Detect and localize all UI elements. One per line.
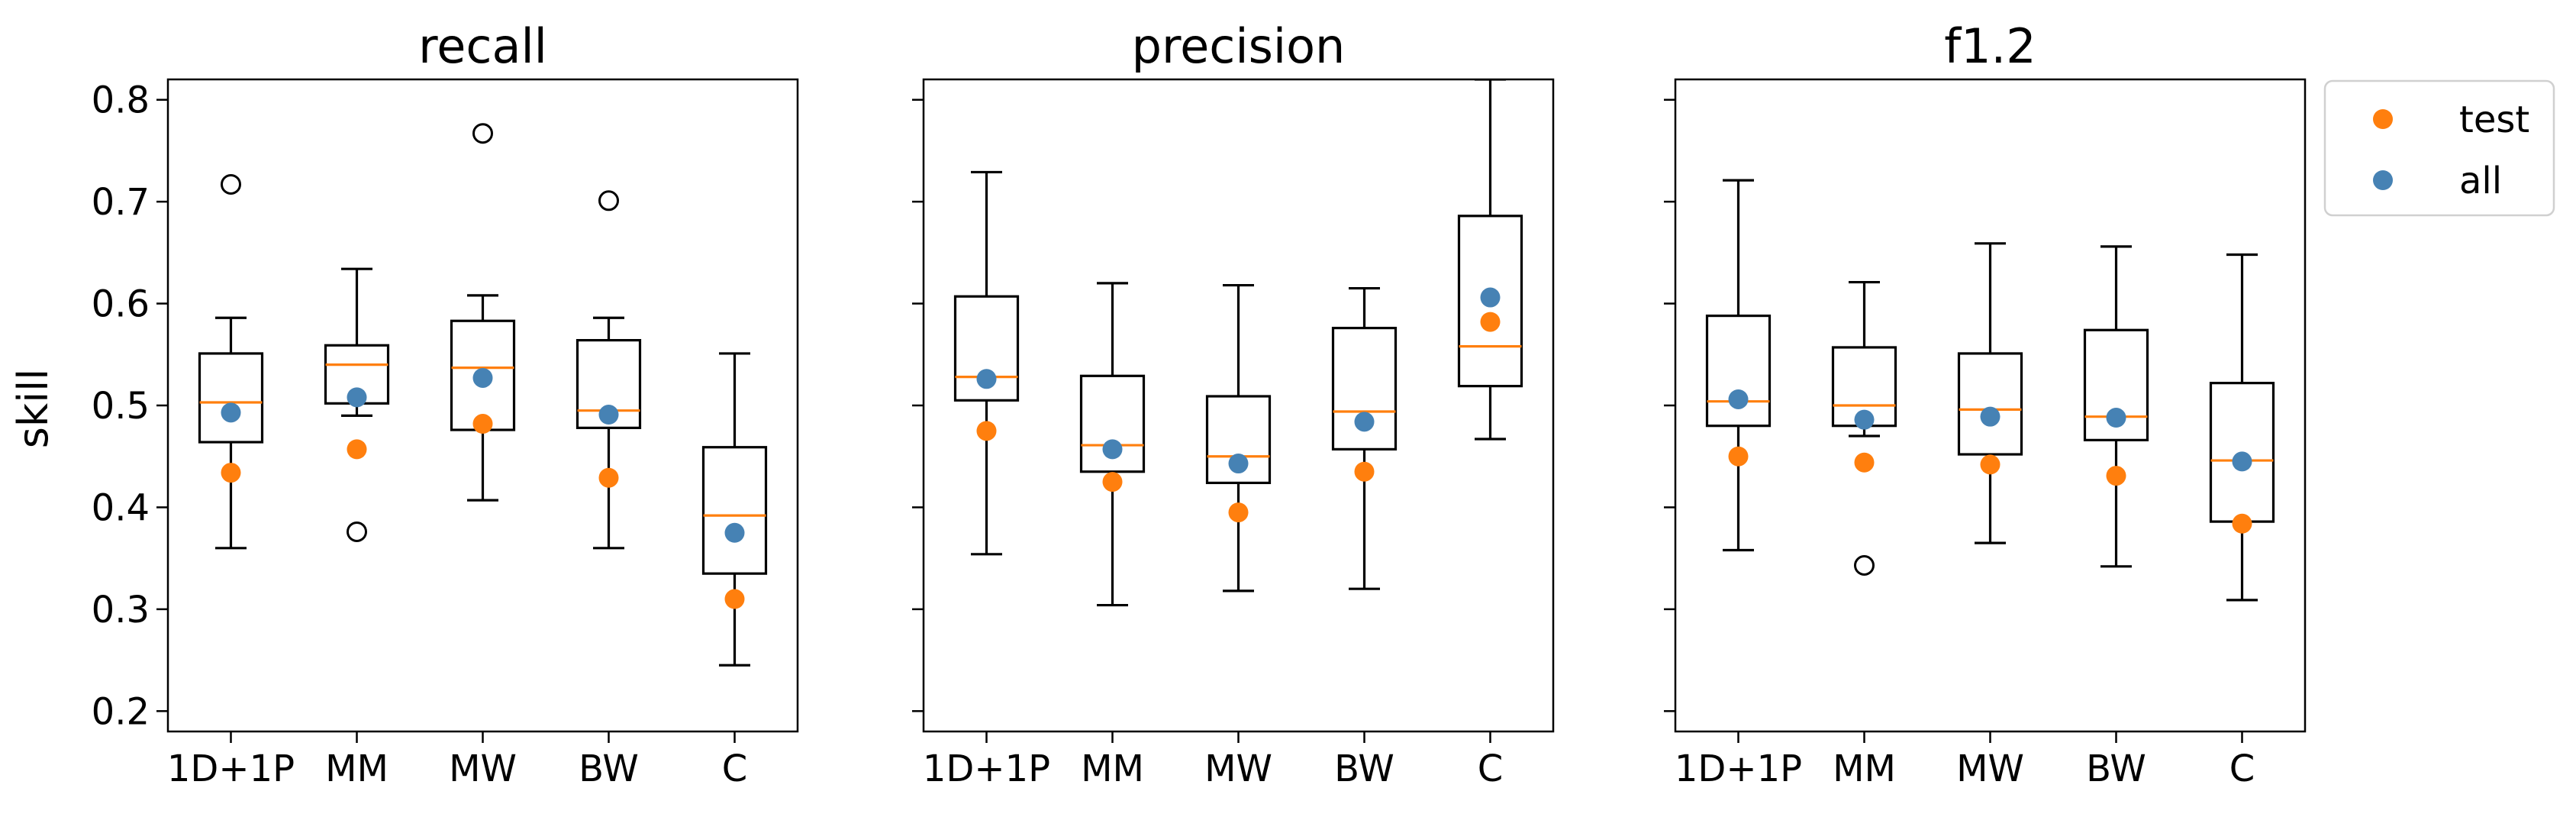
- x-tick-label: MW: [1204, 748, 1272, 790]
- point-test: [1980, 454, 2001, 475]
- point-test: [472, 414, 493, 434]
- box: [1331, 326, 1398, 450]
- point-all: [1728, 389, 1749, 409]
- outlier-point: [598, 190, 619, 212]
- point-test: [2232, 513, 2252, 534]
- x-tick-label: 1D+1P: [1675, 748, 1802, 790]
- box: [953, 295, 1020, 402]
- point-all: [1354, 412, 1375, 432]
- x-tick-label: C: [1478, 748, 1504, 790]
- point-all: [1102, 439, 1123, 460]
- x-tick-label: BW: [1334, 748, 1394, 790]
- legend-marker-test: [2373, 109, 2393, 129]
- box: [1705, 314, 1772, 428]
- point-test: [1228, 502, 1249, 523]
- point-all: [1228, 454, 1249, 474]
- point-test: [347, 439, 367, 460]
- point-all: [2106, 408, 2126, 428]
- point-all: [221, 402, 241, 423]
- y-tick-label: 0.2: [92, 690, 150, 733]
- point-test: [1354, 461, 1375, 482]
- point-all: [976, 369, 997, 389]
- y-tick-label: 0.4: [92, 486, 150, 529]
- point-test: [1102, 472, 1123, 492]
- point-test: [221, 463, 241, 483]
- subplot-f1.2: f1.2 1D+1P MM MW BW C: [1664, 18, 2307, 790]
- subplot-data: [1705, 179, 2275, 602]
- legend-label-all: all: [2459, 160, 2502, 202]
- y-tick-label: 0.6: [92, 283, 150, 326]
- x-tick-label: MM: [1081, 748, 1144, 790]
- point-test: [724, 589, 745, 609]
- y-tick-label: 0.8: [92, 79, 150, 122]
- x-tick-label: 1D+1P: [167, 748, 295, 790]
- subplot-recall: recall 0.2 0.3 0.4 0.5 0.6 0.7 0.8 1D+1P MM MW BW C: [92, 18, 799, 790]
- outlier-point: [347, 521, 367, 542]
- point-all: [598, 405, 619, 425]
- x-tick-label: 1D+1P: [923, 748, 1050, 790]
- subplot-title: recall: [418, 18, 547, 74]
- point-test: [976, 421, 997, 441]
- subplot-frame: [922, 78, 1555, 733]
- x-tick-label: C: [2229, 748, 2255, 790]
- subplot-frame: [166, 78, 799, 733]
- box: [198, 352, 264, 444]
- subplot-frame: [1674, 78, 2307, 733]
- subplot-precision: precision 1D+1P MM MW BW C: [912, 18, 1555, 790]
- point-all: [724, 522, 745, 543]
- point-all: [1854, 409, 1875, 430]
- point-test: [598, 467, 619, 488]
- outlier-point: [472, 123, 493, 144]
- point-all: [1980, 406, 2001, 427]
- legend-label-test: test: [2459, 98, 2529, 141]
- x-tick-label: MW: [449, 748, 517, 790]
- box: [1079, 374, 1146, 473]
- y-tick-label: 0.5: [92, 385, 150, 428]
- point-all: [347, 387, 367, 408]
- x-tick-label: C: [722, 748, 748, 790]
- point-test: [2106, 466, 2126, 486]
- box: [1457, 215, 1523, 388]
- point-test: [1854, 452, 1875, 473]
- box: [1957, 352, 2023, 456]
- x-tick-label: BW: [2086, 748, 2146, 790]
- box: [575, 339, 642, 429]
- point-test: [1728, 446, 1749, 467]
- x-tick-label: MM: [1833, 748, 1896, 790]
- point-test: [1480, 312, 1501, 332]
- y-tick-label: 0.7: [92, 181, 150, 224]
- legend-marker-all: [2373, 170, 2393, 190]
- y-axis-label: skill: [9, 369, 57, 448]
- x-tick-label: MM: [325, 748, 388, 790]
- box: [2083, 328, 2149, 441]
- point-all: [472, 367, 493, 388]
- subplot-title: f1.2: [1944, 18, 2036, 74]
- box: [701, 446, 768, 575]
- subplot-data: [198, 123, 768, 667]
- x-tick-label: BW: [579, 748, 639, 790]
- y-tick-label: 0.3: [92, 589, 150, 631]
- outlier-point: [1854, 554, 1875, 576]
- box: [1205, 395, 1272, 485]
- x-tick-label: MW: [1956, 748, 2024, 790]
- subplot-data: [953, 79, 1523, 607]
- subplot-title: precision: [1132, 18, 1346, 74]
- point-all: [1480, 287, 1501, 308]
- point-all: [2232, 451, 2252, 472]
- outlier-point: [221, 173, 241, 195]
